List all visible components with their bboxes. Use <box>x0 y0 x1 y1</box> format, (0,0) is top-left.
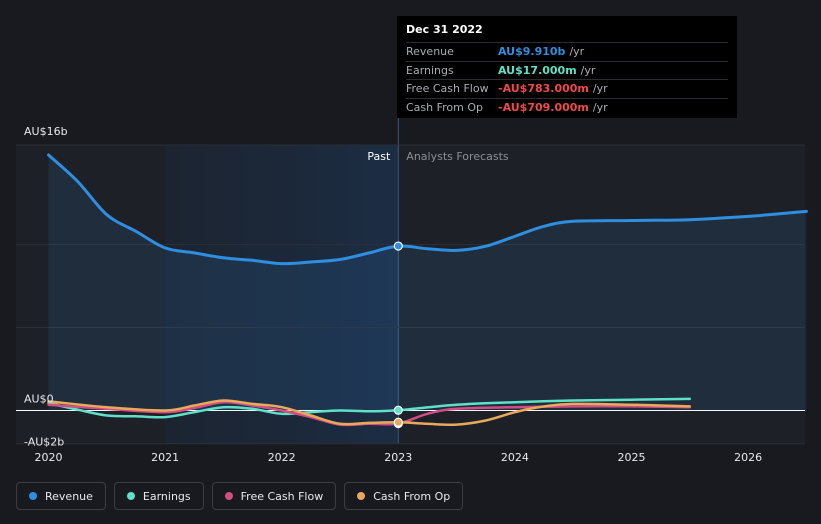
tooltip-row-free-cash-flow: Free Cash Flow -AU$783.000m /yr <box>406 79 728 98</box>
tooltip-label: Free Cash Flow <box>406 82 489 96</box>
legend-item-cash-from-op[interactable]: Cash From Op <box>344 482 464 510</box>
earnings-highlight-point <box>393 405 403 415</box>
legend-item-free-cash-flow[interactable]: Free Cash Flow <box>211 482 337 510</box>
x-tick-label: 2020 <box>35 451 63 464</box>
cash-from-op-dot-icon <box>357 492 366 500</box>
tooltip-label: Cash From Op <box>406 100 484 114</box>
revenue-dot-icon <box>29 492 37 500</box>
x-tick-label: 2022 <box>268 451 296 464</box>
x-tick-label: 2025 <box>618 451 646 464</box>
tooltip-unit: /yr <box>569 45 585 59</box>
legend-item-revenue[interactable]: Revenue <box>16 482 106 510</box>
x-tick-label: 2021 <box>151 451 179 464</box>
free-cash-flow-dot-icon <box>224 492 233 500</box>
highlight-points <box>393 241 403 429</box>
y-tick-label: AU$0 <box>24 393 54 406</box>
tooltip-date: Dec 31 2022 <box>406 23 483 36</box>
legend-item-earnings[interactable]: Earnings <box>113 482 204 510</box>
legend-label: Cash From Op <box>373 489 451 503</box>
cash-from-op-highlight-point <box>393 417 403 427</box>
tooltip-value: AU$9.910b <box>498 45 566 59</box>
cash-from-op-line <box>47 399 692 427</box>
series-lines <box>47 153 808 427</box>
revenue-area-fill <box>48 155 807 411</box>
earnings-dot-icon <box>126 492 135 500</box>
tooltip-unit: /yr <box>592 100 608 114</box>
tooltip-label: Earnings <box>406 63 454 77</box>
axis-labels: 2020 2021 2022 2023 2024 2025 2026 AU$16b AU$0 -A… <box>24 125 762 464</box>
x-tick-label: 2023 <box>384 451 412 464</box>
past-label: Past <box>367 150 391 163</box>
y-tick-label: -AU$2b <box>24 436 64 449</box>
revenue-line <box>47 153 808 266</box>
legend-label: Earnings <box>142 489 191 503</box>
legend-label: Revenue <box>45 489 93 503</box>
tooltip-value: -AU$709.000m <box>498 100 589 114</box>
revenue-area <box>48 155 807 411</box>
revenue-highlight-point <box>393 241 403 251</box>
x-tick-label: 2026 <box>734 451 762 464</box>
tooltip-row-revenue: Revenue AU$9.910b /yr <box>406 42 728 61</box>
x-tick-label: 2024 <box>501 451 529 464</box>
data-tooltip: Dec 31 2022 Revenue AU$9.910b /yr Earnin… <box>397 16 737 118</box>
chart-legend: Revenue Earnings Free Cash Flow Cash Fro… <box>16 482 464 510</box>
tooltip-row-cash-from-op: Cash From Op -AU$709.000m /yr <box>406 97 728 117</box>
tooltip-value: AU$17.000m <box>498 63 577 77</box>
forecast-label: Analysts Forecasts <box>406 150 509 163</box>
plot-area <box>16 145 805 444</box>
tooltip-unit: /yr <box>592 82 608 96</box>
y-tick-label: AU$16b <box>24 125 68 138</box>
legend-label: Free Cash Flow <box>240 489 324 503</box>
tooltip-row-earnings: Earnings AU$17.000m /yr <box>406 60 728 80</box>
tooltip-label: Revenue <box>406 45 454 59</box>
past-region <box>165 145 399 444</box>
tooltip-value: -AU$783.000m <box>498 82 589 96</box>
chart-background <box>16 20 805 444</box>
tooltip-unit: /yr <box>580 63 596 77</box>
